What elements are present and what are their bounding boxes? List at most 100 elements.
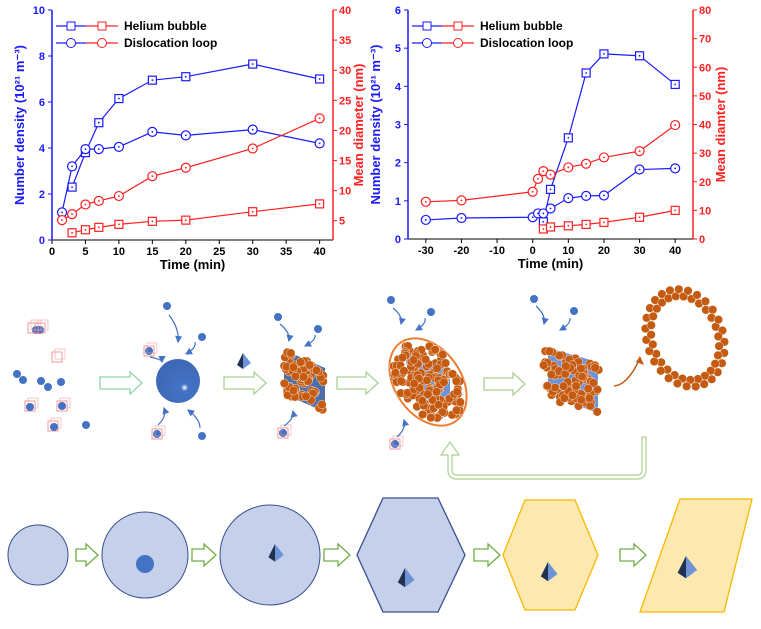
y-tick-label: 1 bbox=[395, 196, 401, 208]
self-interstitial-atom bbox=[452, 387, 462, 397]
yellow-hexagon bbox=[502, 499, 599, 611]
self-interstitial-atom bbox=[438, 350, 448, 360]
legend-label: Helium bubble bbox=[124, 19, 207, 33]
helium-atom bbox=[530, 295, 538, 303]
data-point-center bbox=[638, 216, 641, 219]
data-point-center bbox=[460, 199, 463, 202]
data-point-center bbox=[151, 175, 154, 178]
data-point-center bbox=[151, 220, 154, 223]
self-interstitial-atom bbox=[299, 372, 309, 382]
process-arrow bbox=[99, 370, 143, 396]
vacancy-cube bbox=[56, 400, 68, 412]
x-tick-label: 30 bbox=[633, 245, 645, 257]
self-interstitial-atom bbox=[434, 400, 444, 410]
vacancy-cube-back bbox=[54, 348, 66, 360]
legend-label: Dislocation loop bbox=[480, 36, 573, 50]
self-interstitial-atom bbox=[571, 381, 581, 391]
self-interstitial-atom bbox=[567, 390, 577, 400]
vacancy-cube bbox=[51, 351, 63, 363]
y2-tick-label: 15 bbox=[339, 156, 351, 168]
transform-arrowhead bbox=[636, 356, 644, 365]
blue-hexagon bbox=[356, 497, 466, 613]
loop-atom bbox=[652, 304, 662, 314]
data-point-center bbox=[318, 202, 321, 205]
y2-tick-label: 40 bbox=[339, 5, 351, 17]
atom-cluster bbox=[389, 341, 465, 423]
self-interstitial-atom bbox=[437, 407, 447, 417]
data-point-center bbox=[603, 194, 605, 197]
self-interstitial-atom bbox=[439, 377, 449, 387]
series-line-0 bbox=[542, 53, 676, 222]
data-point-center bbox=[118, 97, 120, 100]
helium-atom bbox=[198, 432, 206, 440]
data-point-center bbox=[549, 173, 552, 176]
helium-atom bbox=[37, 377, 45, 385]
data-point-center bbox=[318, 117, 321, 120]
helium-atom bbox=[163, 302, 171, 310]
self-interstitial-atom bbox=[421, 354, 431, 364]
self-interstitial-atom bbox=[409, 355, 419, 365]
data-point-center bbox=[151, 79, 154, 82]
self-interstitial-atom bbox=[296, 357, 306, 367]
data-point-center bbox=[71, 186, 73, 189]
self-interstitial-atom bbox=[390, 368, 400, 378]
loop-atom bbox=[691, 382, 701, 392]
data-point-center bbox=[603, 156, 605, 159]
octahedron-face-dark bbox=[677, 556, 686, 579]
data-point-center bbox=[567, 197, 570, 200]
helium-atom bbox=[145, 347, 153, 355]
x-tick-label: 35 bbox=[280, 246, 292, 258]
data-point-center bbox=[424, 200, 427, 203]
loop-atom bbox=[656, 366, 666, 376]
morphology-evolution bbox=[7, 497, 753, 613]
y2-tick-label: 0 bbox=[699, 234, 705, 246]
data-point-center bbox=[585, 194, 588, 197]
y-tick-label: 10 bbox=[33, 5, 45, 17]
loop-atom bbox=[713, 331, 723, 341]
data-point-center bbox=[251, 147, 254, 150]
legend-marker bbox=[422, 38, 432, 48]
legend-marker bbox=[453, 21, 463, 31]
helium-atom bbox=[13, 370, 21, 378]
process-arrow bbox=[223, 370, 267, 396]
data-point-center bbox=[71, 165, 73, 168]
y-tick-label: 0 bbox=[39, 235, 45, 247]
self-interstitial-atom bbox=[577, 372, 587, 382]
self-interstitial-atom bbox=[542, 381, 552, 391]
self-interstitial-atom bbox=[311, 365, 321, 375]
x-tick-label: -20 bbox=[453, 245, 469, 257]
self-interstitial-atom bbox=[584, 393, 594, 403]
process-arrow bbox=[323, 542, 351, 568]
data-point-center bbox=[318, 142, 321, 145]
process-arrow bbox=[619, 542, 647, 568]
process-arrow bbox=[191, 542, 217, 568]
diffusion-arrow bbox=[279, 323, 294, 343]
data-point-center bbox=[184, 219, 187, 222]
data-point-center bbox=[151, 131, 154, 133]
data-point-center bbox=[638, 54, 641, 57]
self-interstitial-atom bbox=[546, 370, 556, 380]
loop-atom bbox=[649, 357, 659, 367]
self-interstitial-atom bbox=[561, 361, 571, 371]
dislocation-loop-ring bbox=[640, 284, 729, 392]
y2-axis-title: Mean diamter (nm) bbox=[713, 67, 728, 183]
self-interstitial-atom bbox=[398, 353, 408, 363]
loop-atom bbox=[692, 290, 702, 300]
vacancy-cube bbox=[47, 420, 59, 432]
data-point-center bbox=[71, 213, 73, 216]
x-tick-label: 25 bbox=[213, 246, 225, 258]
x-tick-label: -10 bbox=[489, 245, 505, 257]
data-point-center bbox=[537, 177, 539, 180]
diffusion-arrow bbox=[392, 307, 406, 326]
self-interstitial-atom bbox=[288, 362, 298, 372]
legend-marker bbox=[66, 21, 76, 31]
helium-atom bbox=[82, 421, 90, 429]
diffusion-arrow bbox=[157, 406, 170, 426]
data-point-center bbox=[84, 203, 87, 206]
x-tick-label: 20 bbox=[180, 246, 192, 258]
chart-2: -30 -20 -10 0 10 20 30 400123456010203040506070… bbox=[368, 5, 728, 271]
octahedron-face-dark bbox=[237, 353, 243, 369]
self-interstitial-atom bbox=[559, 381, 569, 391]
legend-marker bbox=[97, 38, 107, 48]
loop-atom bbox=[699, 379, 709, 389]
